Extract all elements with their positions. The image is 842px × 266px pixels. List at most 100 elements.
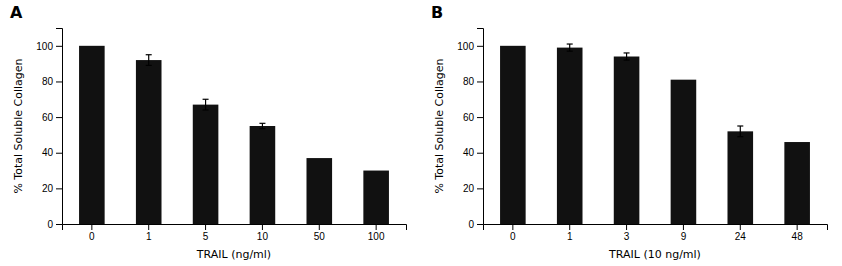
x-tick-mark [205,224,206,230]
y-tick-label: 80 [42,76,54,87]
axis-line [477,29,484,225]
x-tick: 0 [510,224,516,242]
error-bar-stem [205,99,206,110]
error-bar-stem [626,53,627,60]
error-bar-cap [567,43,573,44]
y-tick-label: 100 [36,41,53,52]
axis-line [63,225,407,231]
x-tick-mark [91,224,92,230]
y-tick-mark [477,81,483,82]
x-axis-title: TRAIL (10 ng/ml) [608,248,701,261]
error-bar-cap [259,123,265,124]
y-tick-label: 20 [463,183,475,194]
x-tick-label: 24 [735,231,747,242]
x-tick-mark [740,224,741,230]
y-tick-label: 80 [463,76,475,87]
x-tick-mark [626,224,627,230]
bar [727,131,753,224]
error-bar-cap [567,51,573,52]
y-tick-label: 40 [42,147,54,158]
x-tick: 50 [314,224,326,242]
y-tick-mark [56,153,62,154]
x-tick-mark [376,224,377,230]
y-tick-mark [477,153,483,154]
x-tick: 10 [257,224,269,242]
bar [557,48,583,224]
x-axis-title: TRAIL (ng/ml) [196,248,271,261]
y-tick: 20 [463,183,483,194]
error-bar-cap [737,136,743,137]
bar [784,142,810,224]
bar [136,60,162,224]
y-tick-mark [56,46,62,47]
error-bar-cap [624,59,630,60]
x-tick: 1 [567,224,573,242]
x-tick-mark [683,224,684,230]
x-tick-label: 100 [368,231,385,242]
y-tick: 80 [463,76,483,87]
panel: 01392448020406080100BTRAIL (10 ng/ml)% T… [431,3,828,261]
y-tick-label: 40 [463,147,475,158]
x-tick-mark [319,224,320,230]
y-tick-mark [56,81,62,82]
axis-line [484,225,828,231]
x-tick-mark [262,224,263,230]
error-bar [203,99,209,110]
bar [250,126,276,224]
x-tick-label: 48 [792,231,804,242]
panel: 0151050100020406080100ATRAIL (ng/ml)% To… [10,3,407,261]
y-tick-mark [56,224,62,225]
bar [79,46,105,224]
error-bar-stem [262,123,263,128]
x-tick-label: 10 [257,231,269,242]
error-bar-cap [624,52,630,53]
error-bar-stem [148,55,149,66]
error-bar [737,126,743,137]
y-tick: 60 [463,112,483,123]
x-tick: 9 [681,224,687,242]
error-bar [259,123,265,128]
bar [193,105,219,224]
y-tick-mark [477,224,483,225]
y-tick: 0 [47,219,62,230]
x-tick: 3 [624,224,630,242]
error-bar-cap [203,109,209,110]
error-bar [624,53,630,60]
x-axis: 0 1 5 10 50 100 [63,224,407,242]
y-tick: 40 [463,147,483,158]
y-tick: 40 [42,147,62,158]
error-bar [567,44,573,51]
plot-area [79,46,389,224]
y-tick-mark [56,188,62,189]
x-tick-label: 1 [146,231,152,242]
y-tick: 0 [468,219,483,230]
error-bar-cap [737,125,743,126]
error-bar-cap [146,65,152,66]
y-tick: 80 [42,76,62,87]
y-tick-label: 60 [463,112,475,123]
x-tick: 100 [368,224,385,242]
y-tick: 100 [36,41,62,52]
bar [500,46,526,224]
x-tick: 1 [146,224,152,242]
x-tick-label: 5 [203,231,209,242]
x-tick-mark [569,224,570,230]
y-tick-mark [477,188,483,189]
y-tick-mark [477,117,483,118]
y-axis-title: % Total Soluble Collagen [433,58,446,193]
bar [306,158,332,224]
error-bar-cap [146,54,152,55]
x-tick-label: 3 [624,231,630,242]
x-tick-label: 9 [681,231,687,242]
x-tick: 0 [89,224,95,242]
plot-area [500,44,810,224]
bar [614,57,640,224]
error-bar-cap [259,128,265,129]
y-tick-mark [56,117,62,118]
error-bar-cap [203,99,209,100]
x-tick: 24 [735,224,747,242]
x-tick: 5 [203,224,209,242]
x-tick-mark [512,224,513,230]
panel-label: A [10,3,23,22]
y-tick-label: 100 [457,41,474,52]
